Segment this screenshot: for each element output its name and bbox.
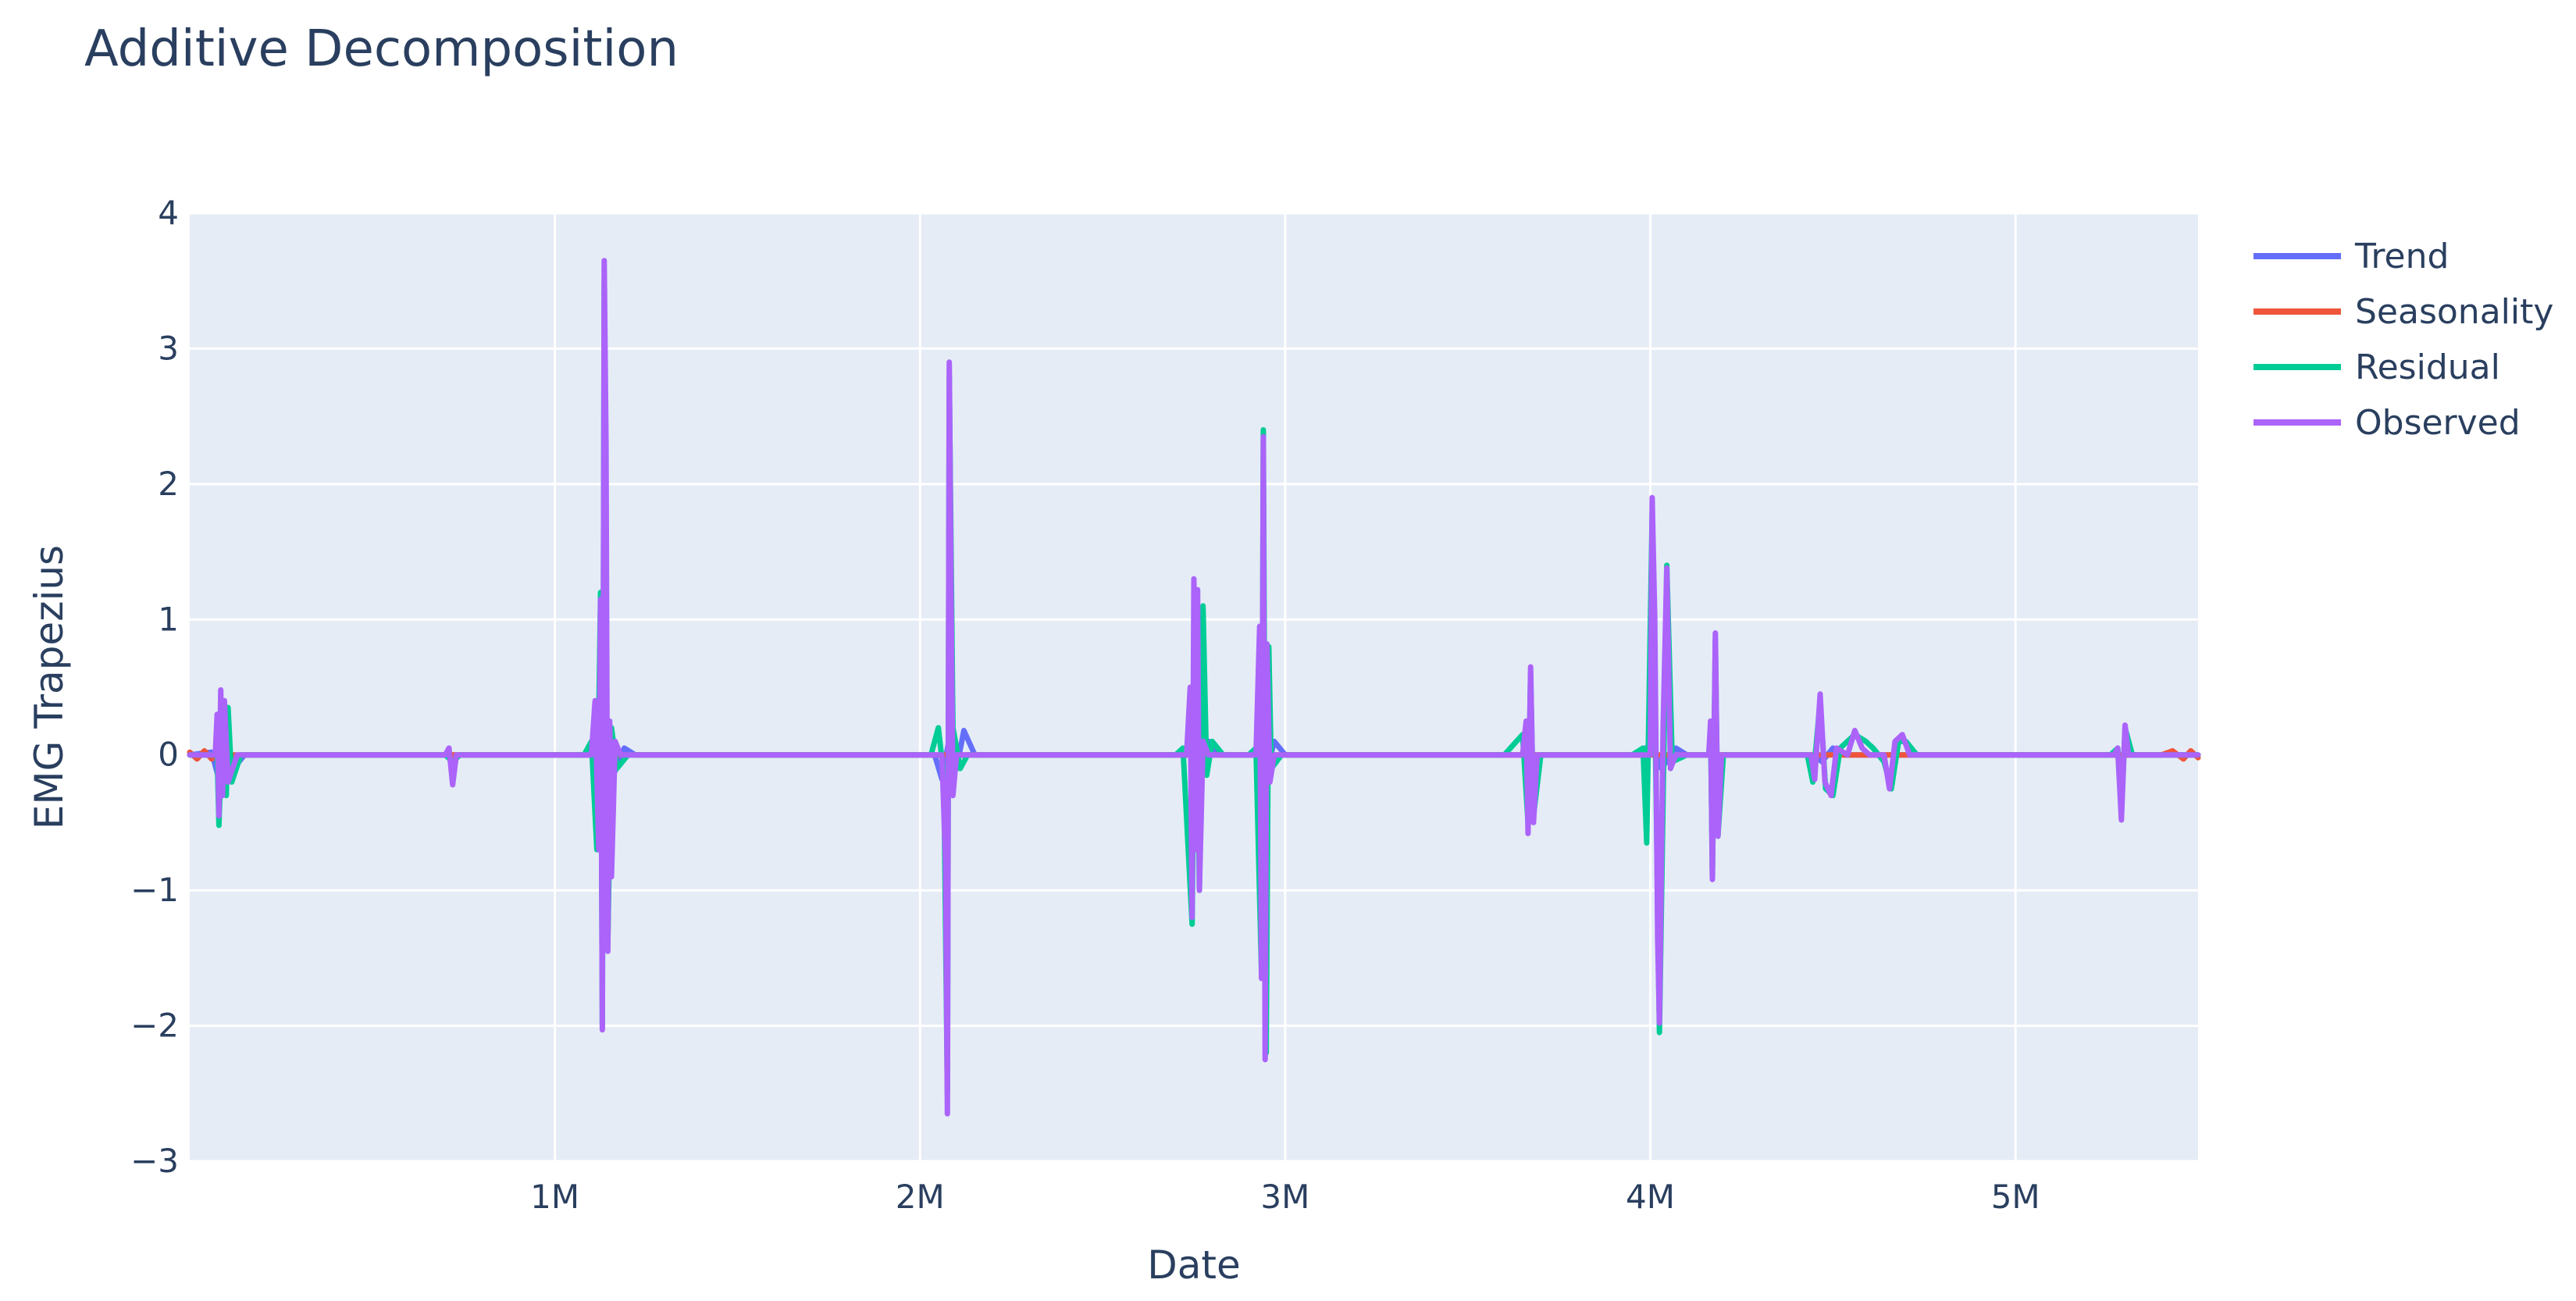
legend-label-seasonality: Seasonality <box>2355 292 2553 332</box>
legend-label-trend: Trend <box>2354 237 2449 276</box>
y-tick-label: 3 <box>158 329 179 367</box>
legend: Trend Seasonality Residual Observed <box>2254 237 2553 443</box>
series-lines <box>187 258 2201 1117</box>
x-axis-title: Date <box>1147 1242 1241 1288</box>
series-line-observed <box>187 258 2201 1117</box>
x-tick-label: 3M <box>1260 1178 1309 1216</box>
chart-title: Additive Decomposition <box>84 20 679 78</box>
y-axis-title: EMG Trapezius <box>27 545 72 829</box>
legend-label-observed: Observed <box>2355 403 2521 443</box>
legend-label-residual: Residual <box>2355 348 2500 387</box>
y-tick-label: 1 <box>158 600 179 638</box>
x-tick-label: 2M <box>896 1178 945 1216</box>
y-tick-label: 0 <box>158 736 179 774</box>
y-tick-label: −3 <box>130 1142 179 1180</box>
y-tick-label: −1 <box>130 871 179 909</box>
y-tick-label: 2 <box>158 465 179 503</box>
x-tick-label: 4M <box>1626 1178 1675 1216</box>
x-tick-label: 5M <box>1991 1178 2040 1216</box>
tick-labels: −3 −2 −1 0 1 2 3 4 1M 2M 3M 4M 5M <box>130 194 2040 1216</box>
y-tick-label: 4 <box>158 194 179 232</box>
x-tick-label: 1M <box>530 1178 579 1216</box>
y-tick-label: −2 <box>130 1007 179 1045</box>
